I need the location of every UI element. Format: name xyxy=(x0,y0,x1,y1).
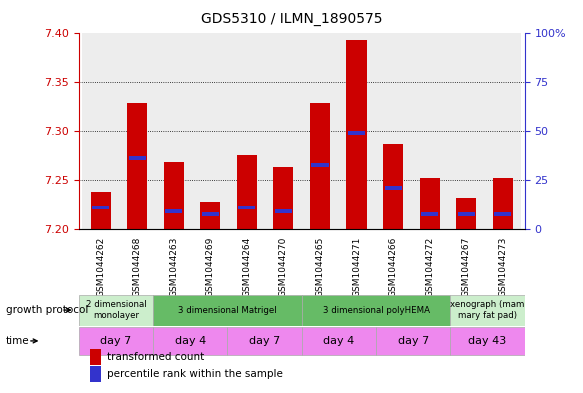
Bar xyxy=(493,178,513,229)
Bar xyxy=(119,33,156,229)
Bar xyxy=(165,209,182,213)
Bar xyxy=(375,33,412,229)
Bar xyxy=(458,213,475,217)
Text: day 7: day 7 xyxy=(100,336,132,346)
Text: 2 dimensional
monolayer: 2 dimensional monolayer xyxy=(86,300,146,320)
Bar xyxy=(92,206,109,209)
Bar xyxy=(346,40,367,229)
Bar xyxy=(451,327,525,355)
Bar xyxy=(90,192,111,229)
Bar xyxy=(82,33,119,229)
Bar xyxy=(127,103,147,229)
Bar xyxy=(302,295,451,325)
Text: transformed count: transformed count xyxy=(107,352,204,362)
Bar xyxy=(448,33,484,229)
Bar xyxy=(338,33,375,229)
Text: time: time xyxy=(6,336,30,346)
Text: day 43: day 43 xyxy=(468,336,507,346)
Bar xyxy=(164,162,184,229)
Bar xyxy=(302,327,376,355)
Bar xyxy=(451,295,525,325)
Bar xyxy=(302,33,338,229)
Bar xyxy=(129,156,146,160)
Bar xyxy=(385,186,402,190)
Bar xyxy=(311,163,329,167)
Bar xyxy=(202,213,219,217)
Bar xyxy=(79,295,153,325)
Bar xyxy=(383,144,403,229)
Bar xyxy=(348,131,365,135)
Bar xyxy=(273,167,293,229)
Bar xyxy=(310,103,330,229)
Bar xyxy=(421,213,438,217)
Bar xyxy=(238,206,255,209)
Text: day 7: day 7 xyxy=(398,336,429,346)
Text: day 4: day 4 xyxy=(323,336,354,346)
Bar xyxy=(153,295,302,325)
Text: 3 dimensional Matrigel: 3 dimensional Matrigel xyxy=(178,306,277,314)
Text: 3 dimensional polyHEMA: 3 dimensional polyHEMA xyxy=(322,306,430,314)
Bar xyxy=(153,327,227,355)
Text: growth protocol: growth protocol xyxy=(6,305,88,315)
Bar xyxy=(79,327,153,355)
Bar xyxy=(229,33,265,229)
Bar xyxy=(494,213,511,217)
Bar xyxy=(192,33,229,229)
Bar xyxy=(412,33,448,229)
Bar xyxy=(456,198,476,229)
Text: percentile rank within the sample: percentile rank within the sample xyxy=(107,369,283,379)
Bar xyxy=(376,327,451,355)
Text: xenograph (mam
mary fat pad): xenograph (mam mary fat pad) xyxy=(450,300,525,320)
Bar xyxy=(420,178,440,229)
Bar xyxy=(484,33,521,229)
Bar xyxy=(275,209,292,213)
Text: day 4: day 4 xyxy=(174,336,206,346)
Text: GDS5310 / ILMN_1890575: GDS5310 / ILMN_1890575 xyxy=(201,12,382,26)
Bar xyxy=(156,33,192,229)
Bar xyxy=(265,33,302,229)
Bar xyxy=(200,202,220,229)
Bar xyxy=(227,327,302,355)
Text: day 7: day 7 xyxy=(249,336,280,346)
Bar xyxy=(237,156,257,229)
